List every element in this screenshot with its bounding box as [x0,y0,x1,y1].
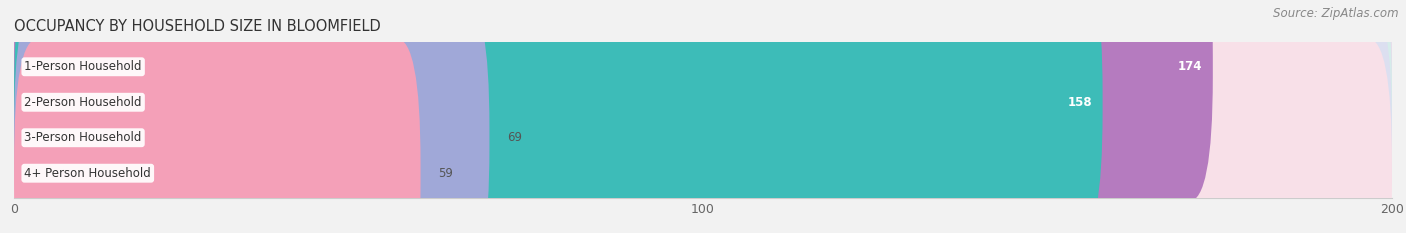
Text: OCCUPANCY BY HOUSEHOLD SIZE IN BLOOMFIELD: OCCUPANCY BY HOUSEHOLD SIZE IN BLOOMFIEL… [14,19,381,34]
Bar [14,56,1392,78]
Text: 59: 59 [437,167,453,180]
Text: 158: 158 [1067,96,1092,109]
Bar [14,162,420,184]
Text: 4+ Person Household: 4+ Person Household [24,167,150,180]
FancyBboxPatch shape [14,0,1213,202]
Text: 174: 174 [1178,60,1202,73]
Bar [14,91,1102,113]
FancyBboxPatch shape [14,38,1392,233]
Text: 2-Person Household: 2-Person Household [24,96,142,109]
Bar [14,127,1392,149]
FancyBboxPatch shape [14,0,1102,233]
Text: 3-Person Household: 3-Person Household [24,131,142,144]
Bar [14,91,1392,113]
FancyBboxPatch shape [14,0,1392,233]
Text: 69: 69 [506,131,522,144]
FancyBboxPatch shape [14,3,1392,233]
Bar [14,127,489,149]
Bar [14,162,1392,184]
FancyBboxPatch shape [14,38,420,233]
Bar [14,56,1213,78]
Text: 1-Person Household: 1-Person Household [24,60,142,73]
FancyBboxPatch shape [14,3,489,233]
Text: Source: ZipAtlas.com: Source: ZipAtlas.com [1274,7,1399,20]
FancyBboxPatch shape [14,0,1392,202]
